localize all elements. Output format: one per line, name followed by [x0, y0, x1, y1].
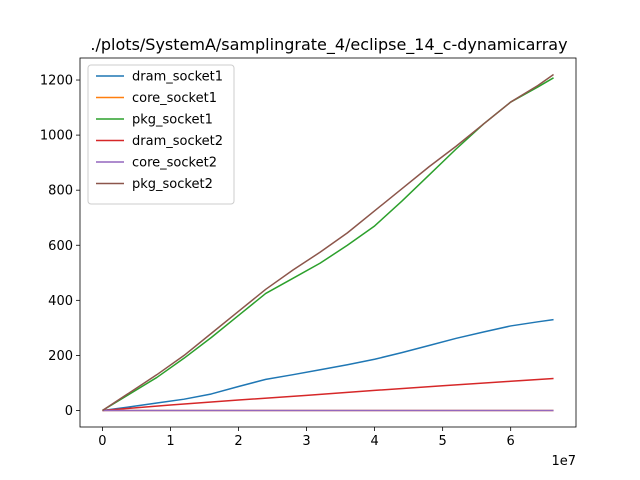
- series-line-dram_socket2: [102, 377, 554, 412]
- y-tick-label: 600: [48, 239, 73, 254]
- x-tick-label: 2: [234, 434, 242, 449]
- x-tick-label: 6: [507, 434, 515, 449]
- legend-label-dram_socket1: dram_socket1: [132, 70, 223, 85]
- x-axis-offset-text: 1e7: [551, 454, 576, 469]
- x-tick-label: 5: [439, 434, 447, 449]
- x-tick-label: 4: [370, 434, 378, 449]
- legend-label-core_socket1: core_socket1: [132, 91, 217, 106]
- axes-frame: [79, 57, 577, 428]
- x-tick-label: 0: [98, 434, 106, 449]
- legend-label-pkg_socket1: pkg_socket1: [132, 113, 213, 128]
- legend-box: [87, 64, 235, 205]
- legend-label-dram_socket2: dram_socket2: [132, 134, 223, 149]
- legend-label-pkg_socket2: pkg_socket2: [132, 177, 213, 192]
- plot-area: [79, 57, 577, 428]
- y-tick-label: 400: [48, 294, 73, 309]
- y-tick-label: 1000: [40, 129, 73, 144]
- chart-title: ./plots/SystemA/samplingrate_4/eclipse_1…: [90, 35, 567, 55]
- series-line-pkg_socket2: [102, 73, 554, 412]
- y-tick-label: 800: [48, 184, 73, 199]
- legend: dram_socket1 core_socket1 pkg_socket1 dram_…: [87, 64, 235, 205]
- y-axis: 0 200 400 600 800 1000 1200: [40, 74, 80, 419]
- x-tick-label: 1: [166, 434, 174, 449]
- y-tick-label: 200: [48, 349, 73, 364]
- legend-label-core_socket2: core_socket2: [132, 156, 217, 171]
- x-axis: 0 1 2 3 4 5 6: [98, 427, 515, 449]
- y-tick-label: 1200: [40, 74, 73, 89]
- y-tick-label: 0: [65, 404, 73, 419]
- series-line-dram_socket1: [102, 318, 554, 412]
- x-tick-label: 3: [302, 434, 310, 449]
